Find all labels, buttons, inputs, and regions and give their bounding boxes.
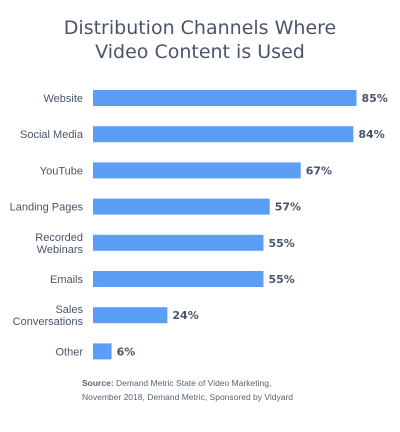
category-label: Website (43, 93, 83, 105)
category-label-line: Sales (55, 304, 83, 316)
bar (93, 343, 112, 360)
bar (93, 162, 301, 179)
category-label-line: Conversations (13, 316, 84, 328)
category-label-line: Webinars (37, 244, 84, 256)
source-line-1: Demand Metric State of Video Marketing, (116, 378, 272, 388)
bar (93, 271, 264, 287)
source-label: Source: (82, 378, 114, 388)
value-label: 84% (358, 128, 384, 141)
category-label-line: Recorded (35, 232, 83, 244)
category-label: YouTube (40, 165, 83, 177)
source-line-2: November 2018, Demand Metric, Sponsored … (82, 392, 294, 402)
bar (93, 198, 270, 215)
value-label: 55% (269, 237, 295, 250)
chart-title-line-1: Distribution Channels Where (63, 17, 337, 39)
category-label-line: Website (43, 93, 83, 105)
category-label: Recorded Webinars (35, 232, 83, 256)
category-label-line: Other (55, 346, 83, 358)
value-label: 85% (362, 92, 388, 105)
category-label-line: YouTube (40, 165, 83, 177)
category-label: Landing Pages (10, 202, 84, 214)
chart-title: Distribution Channels Where Video Conten… (0, 16, 400, 64)
bar (93, 234, 264, 251)
category-label: Other (55, 346, 83, 358)
category-label: Emails (50, 274, 84, 286)
category-label-line: Emails (50, 274, 84, 286)
chart-title-line-2: Video Content is Used (95, 41, 305, 63)
bar (93, 90, 357, 106)
bar (93, 307, 168, 324)
bar (93, 126, 354, 143)
value-label: 6% (117, 345, 136, 358)
value-label: 24% (172, 309, 198, 322)
source-note: Source: Demand Metric State of Video Mar… (82, 376, 382, 404)
value-label: 55% (269, 273, 295, 286)
category-label: Sales Conversations (13, 304, 84, 328)
category-label-line: Social Media (20, 129, 84, 141)
value-label: 57% (275, 201, 301, 214)
value-label: 67% (306, 164, 332, 177)
category-label: Social Media (20, 129, 84, 141)
category-label-line: Landing Pages (10, 202, 84, 214)
